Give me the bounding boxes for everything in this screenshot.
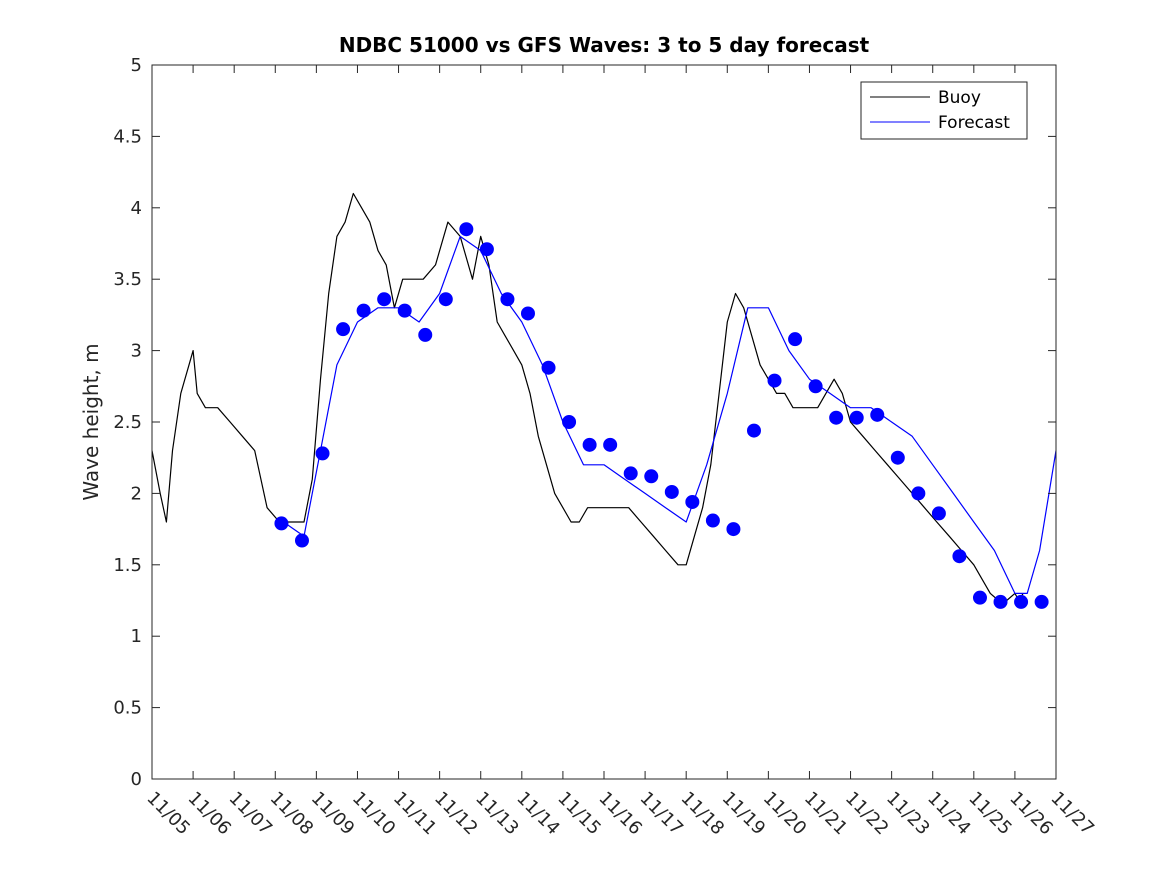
y-tick-label: 1 xyxy=(131,626,142,647)
legend-box xyxy=(860,81,1028,140)
forecast-verification-points-marker xyxy=(356,303,371,318)
series-layer xyxy=(151,192,1057,609)
forecast-verification-points-marker xyxy=(562,415,577,429)
forecast-verification-points-marker xyxy=(829,410,844,425)
forecast-verification-points-marker xyxy=(890,450,905,465)
forecast-verification-points-marker xyxy=(377,292,392,307)
forecast-verification-points-marker xyxy=(726,522,741,537)
forecast-verification-points-marker xyxy=(500,292,515,307)
forecast-verification-points-marker xyxy=(664,484,679,499)
y-tick-label: 3 xyxy=(131,341,142,362)
plot-area xyxy=(152,65,1056,779)
forecast-verification-points-marker xyxy=(315,446,330,461)
forecast-verification-points-marker xyxy=(418,327,433,342)
forecast-verification-points-marker xyxy=(582,437,597,452)
forecast-verification-points-marker xyxy=(705,513,720,528)
y-tick-label: 4.5 xyxy=(113,126,142,147)
forecast-verification-points-marker xyxy=(294,533,309,548)
y-tick-label: 0 xyxy=(131,769,142,790)
forecast-verification-points-marker xyxy=(603,437,618,452)
legend-label-forecast: Forecast xyxy=(938,113,1010,133)
y-axis-label: Wave height, m xyxy=(79,343,103,500)
forecast-verification-points-marker xyxy=(644,469,659,484)
forecast-verification-points-marker xyxy=(685,494,700,509)
buoy-series-line xyxy=(151,192,1024,602)
forecast-verification-points-marker xyxy=(479,242,494,257)
forecast-verification-points-marker xyxy=(438,292,453,307)
forecast-verification-points-marker xyxy=(274,516,289,531)
forecast-verification-points-marker xyxy=(911,486,926,501)
forecast-verification-points-marker xyxy=(746,423,761,438)
forecast-verification-points-marker xyxy=(849,410,864,425)
y-tick-label: 1.5 xyxy=(113,555,142,576)
legend-label-buoy: Buoy xyxy=(938,88,981,108)
forecast-verification-points-marker xyxy=(788,332,803,347)
forecast-verification-points-marker xyxy=(1014,594,1029,609)
forecast-verification-points-marker xyxy=(459,222,474,237)
y-tick-label: 4 xyxy=(131,198,142,219)
legend: Buoy Forecast xyxy=(860,81,1028,140)
forecast-verification-points-marker xyxy=(520,306,535,321)
forecast-verification-points-marker xyxy=(336,322,351,337)
forecast-verification-points-marker xyxy=(993,594,1008,609)
forecast-verification-points-marker xyxy=(972,590,987,605)
y-tick-label: 2.5 xyxy=(113,412,142,433)
forecast-verification-points-marker xyxy=(952,549,967,564)
y-tick-label: 5 xyxy=(131,55,142,76)
forecast-verification-points-marker xyxy=(931,506,946,521)
forecast-verification-points-marker xyxy=(870,407,885,422)
y-tick-label: 3.5 xyxy=(113,269,142,290)
forecast-verification-points-marker xyxy=(541,360,556,375)
forecast-verification-points-marker xyxy=(767,373,782,388)
forecast-verification-points-marker xyxy=(623,466,638,481)
forecast-verification-points-marker xyxy=(808,379,823,394)
forecast-verification-points-marker xyxy=(397,303,412,318)
y-tick-label: 2 xyxy=(131,483,142,504)
y-tick-label: 0.5 xyxy=(113,698,142,719)
chart-title: NDBC 51000 vs GFS Waves: 3 to 5 day fore… xyxy=(339,33,870,57)
forecast-verification-points-marker xyxy=(1034,594,1049,609)
